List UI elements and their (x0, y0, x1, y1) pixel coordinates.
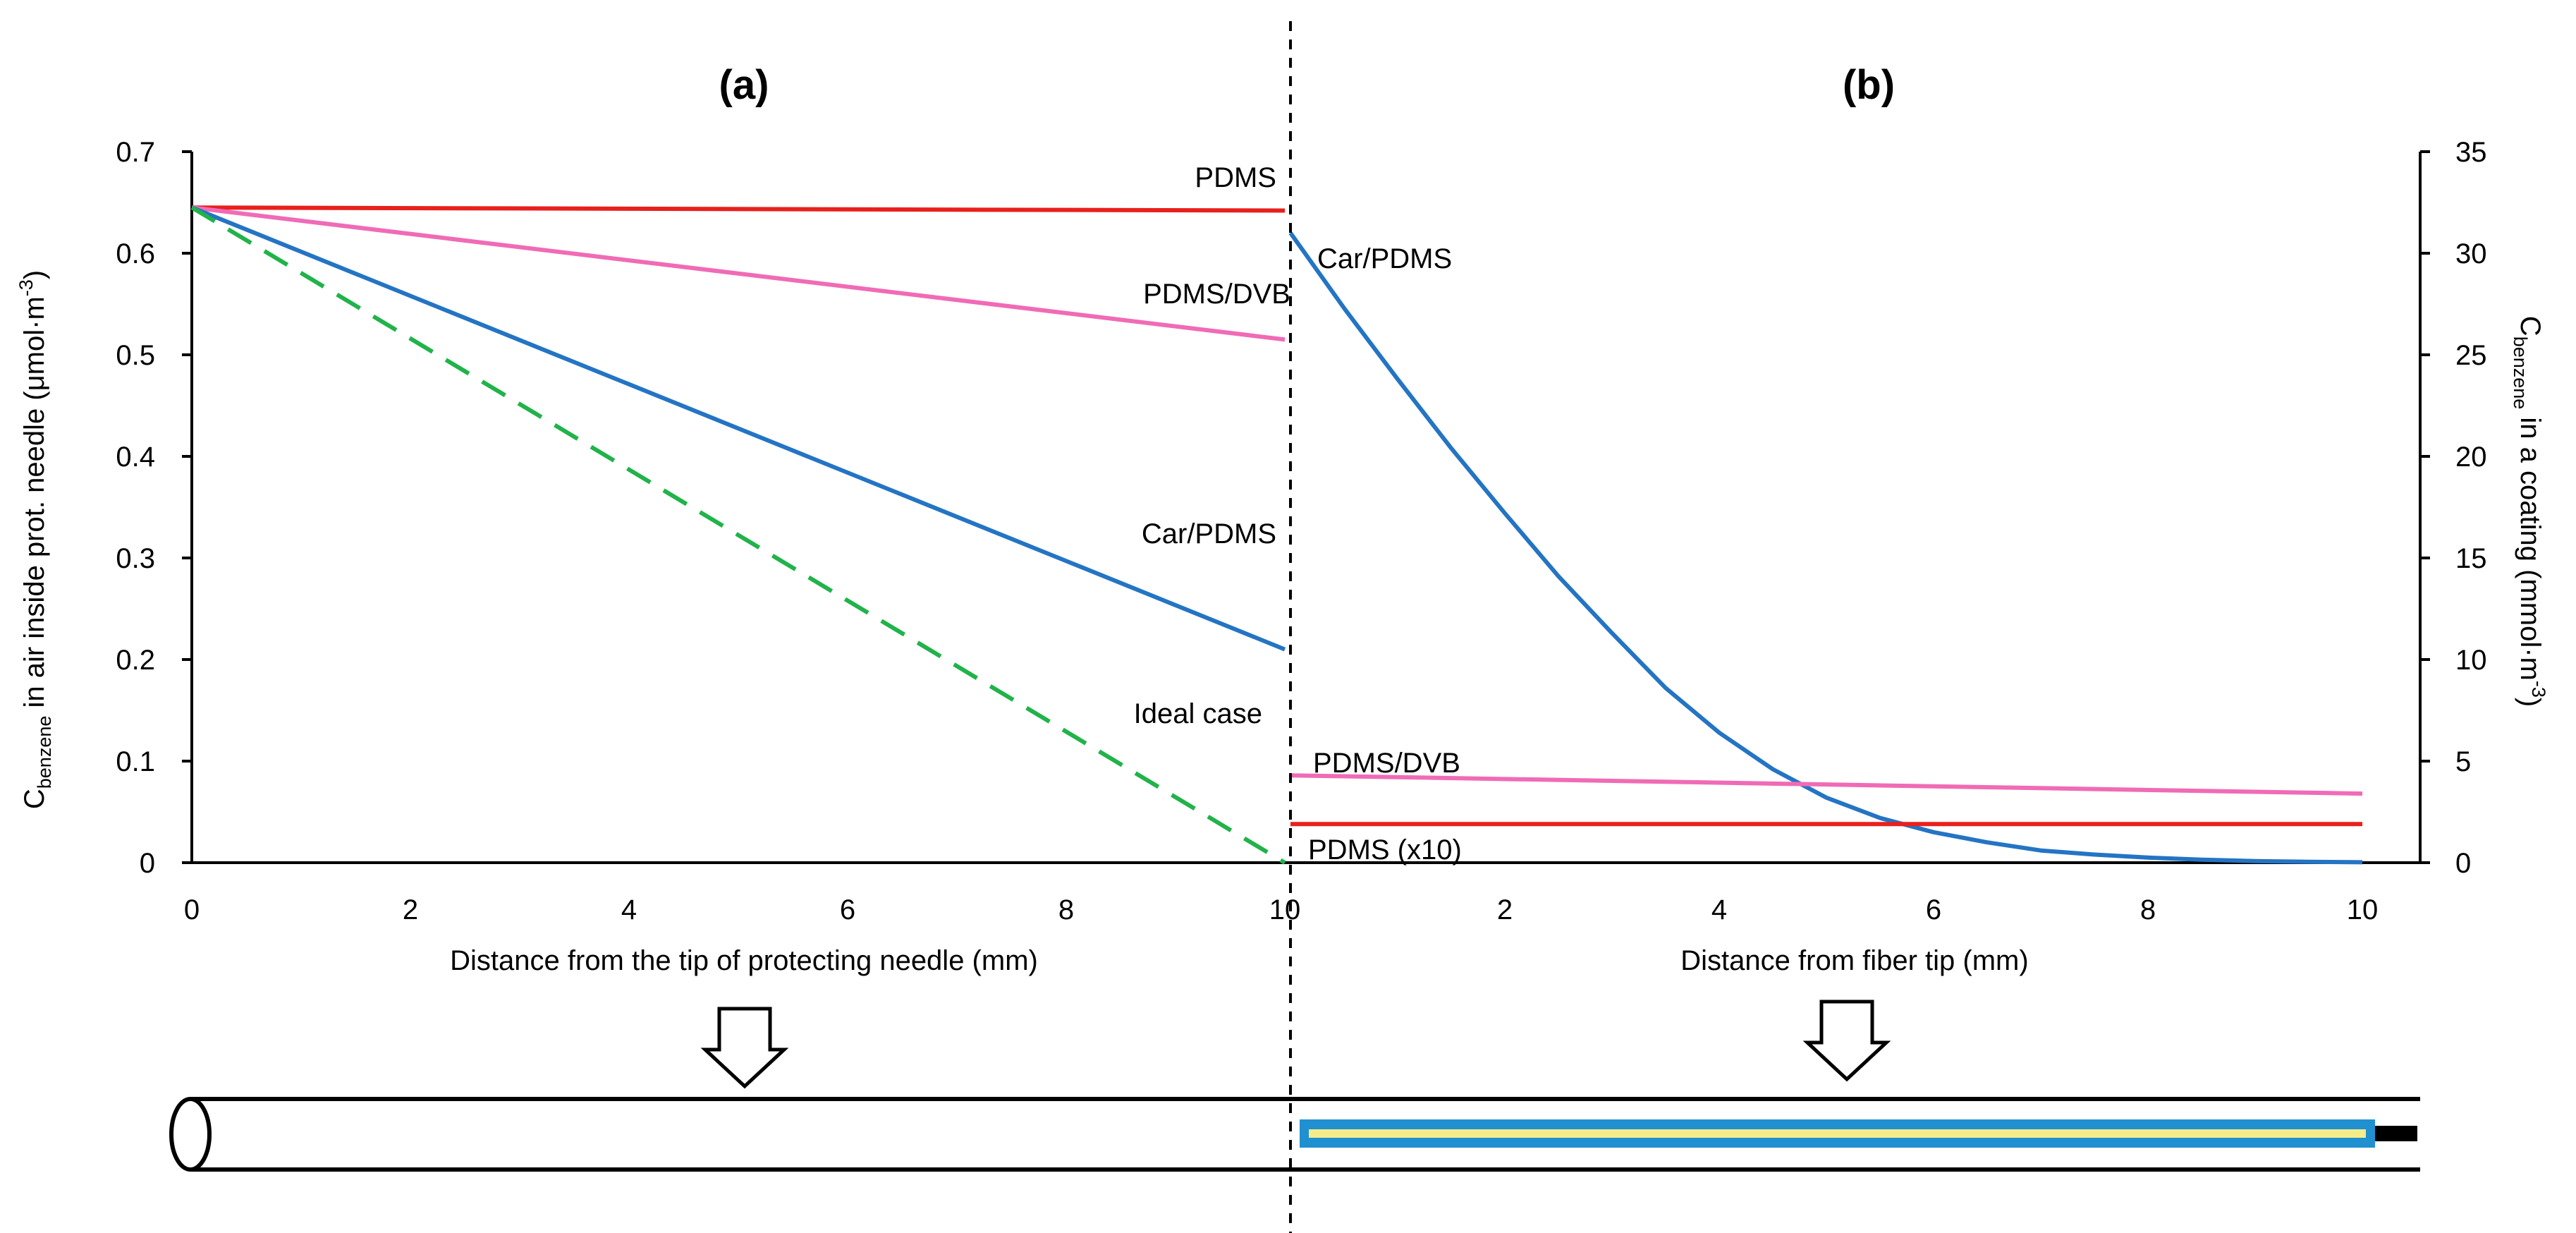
fiber-core (1309, 1129, 2366, 1138)
annotation-a-pdms-dvb: PDMS/DVB (1143, 279, 1290, 310)
y-tick-label: 0.5 (116, 340, 155, 371)
down-arrow-icon (1802, 1000, 1891, 1082)
y-tick-label: 0.6 (116, 238, 155, 269)
y2-tick-label: 0 (2455, 848, 2471, 879)
needle-fiber-schematic (169, 1097, 2420, 1172)
y2-tick-label: 5 (2455, 746, 2471, 777)
axes (182, 150, 2430, 864)
annotation-b-pdms-dvb: PDMS/DVB (1313, 748, 1460, 779)
x2-tick-label: 4 (1711, 894, 1727, 925)
annotation-a-ideal-case: Ideal case (1134, 698, 1262, 729)
panel-a-title: (a) (719, 62, 769, 108)
fiber-rod (2375, 1126, 2417, 1141)
annotation-b-pdms-x10: PDMS (x10) (1308, 834, 1462, 865)
annotation-b-car-pdms: Car/PDMS (1317, 243, 1452, 274)
x-tick-label: 6 (840, 894, 855, 925)
panel-a-series-car-pdms (190, 205, 1286, 652)
x-tick-label: 0 (184, 894, 200, 925)
y2-tick-label: 20 (2455, 442, 2487, 473)
down-arrow-icon (700, 1007, 789, 1089)
panel-a-series-pdms (191, 205, 1286, 213)
x2-tick-label: 6 (1926, 894, 1941, 925)
y-tick-label: 0.3 (116, 543, 155, 574)
x-tick-label: 4 (621, 894, 637, 925)
panel-b-x-axis-label: Distance from fiber tip (mm) (1680, 945, 2028, 976)
annotation-a-car-pdms: Car/PDMS (1142, 518, 1276, 549)
needle-opening (169, 1097, 212, 1172)
y-tick-label: 0 (140, 848, 155, 879)
x-tick-label: 10 (1269, 894, 1301, 925)
x-tick-label: 2 (403, 894, 418, 925)
panel-a-series-ideal-case (190, 205, 1286, 865)
x-tick-label: 8 (1058, 894, 1074, 925)
y2-tick-label: 25 (2455, 340, 2487, 371)
panel-b-series-pdms-dvb (1290, 773, 2363, 796)
panel-a-y-axis-label: Cbenzene in air inside prot. needle (μmo… (16, 270, 55, 809)
x2-tick-label: 8 (2140, 894, 2156, 925)
y2-tick-label: 30 (2455, 238, 2487, 269)
panel-a-series-pdms-dvb (191, 205, 1286, 342)
y2-tick-label: 10 (2455, 645, 2487, 676)
panel-a-x-axis-label: Distance from the tip of protecting need… (450, 945, 1038, 976)
panel-b-y-axis-label: Cbenzene in a coating (mmol·m-3) (2510, 316, 2549, 707)
y-tick-label: 0.7 (116, 137, 155, 168)
x2-tick-label: 2 (1497, 894, 1513, 925)
data-series (190, 205, 2363, 865)
x2-tick-label: 10 (2347, 894, 2379, 925)
y-tick-label: 0.2 (116, 645, 155, 676)
y2-tick-label: 35 (2455, 137, 2487, 168)
panel-b-series-car-pdms (1288, 231, 2363, 865)
y-tick-label: 0.4 (116, 442, 155, 473)
tick-labels: 0 0.1 0.2 0.3 0.4 0.5 0.6 0.7 0 2 4 6 8 10 0 5 10 15 20 25 3… (116, 137, 2486, 925)
panel-b-title: (b) (1843, 62, 1895, 108)
y2-tick-label: 15 (2455, 543, 2487, 574)
annotation-a-pdms: PDMS (1195, 162, 1276, 193)
y-tick-label: 0.1 (116, 746, 155, 777)
